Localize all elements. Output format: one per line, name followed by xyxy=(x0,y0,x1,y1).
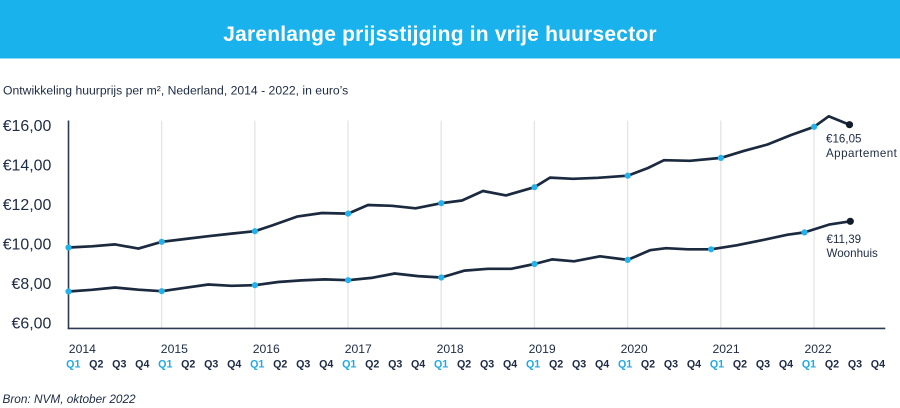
svg-text:Q4: Q4 xyxy=(135,359,149,371)
svg-text:2018: 2018 xyxy=(437,342,464,356)
svg-text:Q3: Q3 xyxy=(112,359,126,371)
svg-text:Q1: Q1 xyxy=(66,359,80,371)
svg-text:2014: 2014 xyxy=(69,342,96,356)
svg-text:Q1: Q1 xyxy=(158,359,172,371)
svg-text:Q3: Q3 xyxy=(296,359,310,371)
svg-text:Q4: Q4 xyxy=(595,359,609,371)
svg-text:Bron: NVM, oktober 2022: Bron: NVM, oktober 2022 xyxy=(3,392,137,406)
svg-text:2016: 2016 xyxy=(253,342,280,356)
svg-text:€12,00: €12,00 xyxy=(3,197,52,214)
svg-text:2020: 2020 xyxy=(621,342,648,356)
svg-text:Q2: Q2 xyxy=(181,359,195,371)
svg-text:2022: 2022 xyxy=(805,342,832,356)
svg-text:Q2: Q2 xyxy=(641,359,655,371)
svg-text:Q2: Q2 xyxy=(549,359,563,371)
svg-text:Q4: Q4 xyxy=(503,359,517,371)
svg-text:Q1: Q1 xyxy=(618,359,632,371)
svg-text:Q4: Q4 xyxy=(227,359,241,371)
svg-text:Q4: Q4 xyxy=(871,359,885,371)
svg-text:Q2: Q2 xyxy=(733,359,747,371)
svg-text:Q3: Q3 xyxy=(664,359,678,371)
svg-text:Appartement: Appartement xyxy=(826,147,898,160)
svg-text:€11,39: €11,39 xyxy=(827,233,862,246)
svg-text:Q3: Q3 xyxy=(388,359,402,371)
svg-text:Q4: Q4 xyxy=(319,359,333,371)
svg-text:Q4: Q4 xyxy=(779,359,793,371)
svg-text:Q1: Q1 xyxy=(526,359,540,371)
svg-text:Ontwikkeling huurprijs per m²,: Ontwikkeling huurprijs per m², Nederland… xyxy=(3,84,348,98)
svg-text:€6,00: €6,00 xyxy=(12,315,52,332)
svg-text:Q3: Q3 xyxy=(572,359,586,371)
svg-text:Q3: Q3 xyxy=(756,359,770,371)
svg-text:Woonhuis: Woonhuis xyxy=(827,247,879,260)
svg-text:Q2: Q2 xyxy=(365,359,379,371)
svg-text:Q1: Q1 xyxy=(802,359,816,371)
svg-text:Q1: Q1 xyxy=(342,359,356,371)
svg-text:Q3: Q3 xyxy=(848,359,862,371)
svg-text:Q2: Q2 xyxy=(825,359,839,371)
svg-text:€8,00: €8,00 xyxy=(12,276,52,293)
svg-text:Q2: Q2 xyxy=(457,359,471,371)
svg-text:2015: 2015 xyxy=(161,342,188,356)
svg-text:€10,00: €10,00 xyxy=(3,236,52,253)
svg-text:2017: 2017 xyxy=(345,342,372,356)
svg-text:€14,00: €14,00 xyxy=(3,158,52,175)
svg-text:Jarenlange prijsstijging in vr: Jarenlange prijsstijging in vrije huurse… xyxy=(223,23,657,46)
svg-text:Q1: Q1 xyxy=(250,359,264,371)
svg-text:€16,00: €16,00 xyxy=(3,118,52,135)
svg-text:Q2: Q2 xyxy=(89,359,103,371)
svg-text:€16,05: €16,05 xyxy=(826,133,861,146)
svg-text:Q4: Q4 xyxy=(687,359,701,371)
svg-text:Q1: Q1 xyxy=(710,359,724,371)
svg-text:Q2: Q2 xyxy=(273,359,287,371)
svg-text:Q4: Q4 xyxy=(411,359,425,371)
svg-text:Q3: Q3 xyxy=(480,359,494,371)
svg-text:2021: 2021 xyxy=(713,342,740,356)
svg-text:2019: 2019 xyxy=(529,342,556,356)
svg-text:Q3: Q3 xyxy=(204,359,218,371)
svg-text:Q1: Q1 xyxy=(434,359,448,371)
